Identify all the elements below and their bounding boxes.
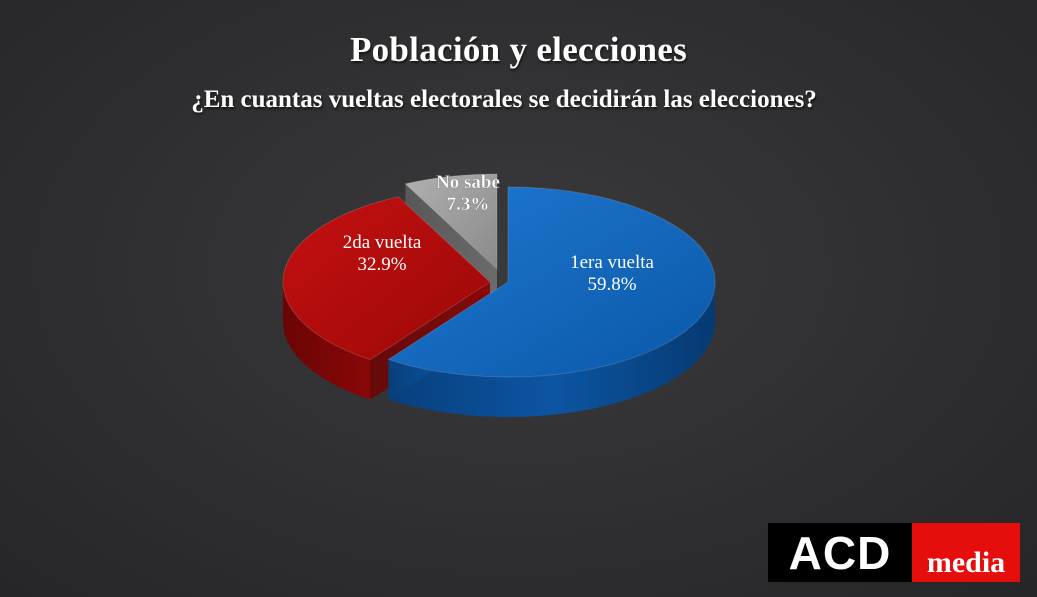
slice-no-sabe-top — [404, 173, 498, 271]
label-no-sabe: No sabe 7.3% — [436, 172, 500, 215]
logo-media: media — [912, 523, 1020, 582]
chart-subtitle: ¿En cuantas vueltas electorales se decid… — [191, 86, 817, 113]
label-1era-vuelta: 1era vuelta 59.8% — [570, 252, 654, 295]
slice-1era-vuelta — [387, 186, 716, 417]
slice-2da-vuelta-side — [283, 281, 371, 400]
slice-2da-vuelta-top — [282, 196, 491, 361]
logo-acd: ACD — [768, 523, 912, 582]
acd-media-logo: ACD media — [768, 523, 1020, 582]
label-1era-vuelta-value: 59.8% — [587, 274, 636, 295]
label-no-sabe-name: No sabe — [436, 172, 500, 193]
label-1era-vuelta-name: 1era vuelta — [570, 252, 654, 273]
slice-1era-vuelta-top — [387, 186, 716, 378]
label-2da-vuelta: 2da vuelta 32.9% — [343, 232, 422, 275]
label-2da-vuelta-name: 2da vuelta — [343, 232, 422, 253]
label-no-sabe-value: 7.3% — [447, 194, 490, 215]
label-2da-vuelta-value: 32.9% — [357, 254, 406, 275]
chart-title: Población y elecciones — [349, 30, 688, 69]
slice-1era-vuelta-side — [388, 281, 715, 417]
